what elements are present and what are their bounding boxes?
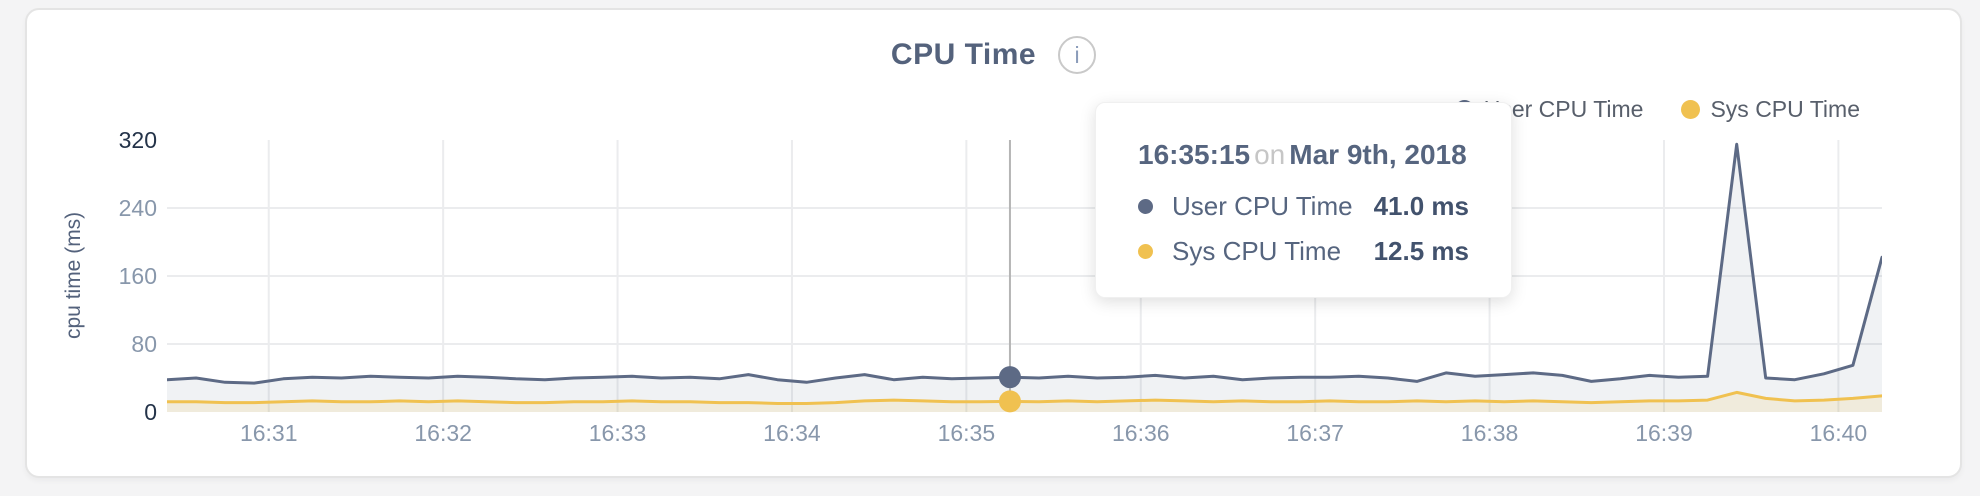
tooltip-label-user-cpu: User CPU Time <box>1172 191 1353 221</box>
tooltip-row-sys-cpu: Sys CPU Time 12.5 ms <box>1138 236 1469 267</box>
y-tick-label: 320 <box>118 127 157 153</box>
chart-plot-area[interactable] <box>167 134 1882 416</box>
x-tick-label: 16:36 <box>1111 420 1170 446</box>
card-header: CPU Time i <box>27 36 1960 74</box>
tooltip-value-user-cpu: 41.0 ms <box>1373 191 1469 221</box>
x-tick-label: 16:31 <box>239 420 298 446</box>
x-tick-label: 16:32 <box>414 420 472 446</box>
info-icon-glyph: i <box>1074 41 1080 68</box>
x-tick-label: 16:38 <box>1460 420 1519 446</box>
tooltip-row-user-cpu: User CPU Time 41.0 ms <box>1138 191 1469 222</box>
y-tick-label: 240 <box>118 195 157 221</box>
legend: User CPU Time Sys CPU Time <box>1454 96 1860 123</box>
tooltip-date: Mar 9th, 2018 <box>1289 139 1467 170</box>
tooltip-timestamp: 16:35:15 on Mar 9th, 2018 <box>1138 139 1469 171</box>
sys-cpu-legend-dot <box>1681 100 1701 119</box>
user-cpu-tooltip-dot <box>1138 199 1153 214</box>
tooltip-time: 16:35:15 <box>1138 139 1251 170</box>
tooltip-label-sys-cpu: Sys CPU Time <box>1172 236 1342 266</box>
y-tick-label: 80 <box>131 331 157 357</box>
sys-cpu-highlight-dot <box>998 390 1021 413</box>
x-tick-label: 16:33 <box>588 420 647 446</box>
sys-cpu-tooltip-dot <box>1138 244 1153 259</box>
x-tick-label: 16:40 <box>1809 420 1868 446</box>
cpu-time-chart[interactable] <box>167 134 1882 416</box>
legend-item-sys-cpu-time[interactable]: Sys CPU Time <box>1681 96 1860 123</box>
x-tick-label: 16:34 <box>763 420 821 446</box>
chart-title: CPU Time <box>890 38 1037 71</box>
y-tick-label: 160 <box>118 263 157 289</box>
sys-cpu-line <box>167 390 1882 405</box>
legend-label-sys-cpu-time: Sys CPU Time <box>1710 96 1860 122</box>
x-tick-label: 16:35 <box>937 420 996 446</box>
chart-tooltip: 16:35:15 on Mar 9th, 2018 User CPU Time 41… <box>1095 102 1512 298</box>
x-tick-label: 16:37 <box>1286 420 1344 446</box>
user-cpu-line <box>167 142 1882 385</box>
cpu-time-card: CPU Time i User CPU Time Sys CPU Time cp… <box>25 8 1962 478</box>
y-tick-label: 0 <box>144 399 157 425</box>
info-icon[interactable]: i <box>1058 36 1097 74</box>
x-tick-label: 16:39 <box>1635 420 1693 446</box>
tooltip-value-sys-cpu: 12.5 ms <box>1373 236 1469 266</box>
tooltip-conjunction: on <box>1254 139 1286 170</box>
user-cpu-highlight-dot <box>998 366 1021 389</box>
user-cpu-area <box>167 144 1882 413</box>
